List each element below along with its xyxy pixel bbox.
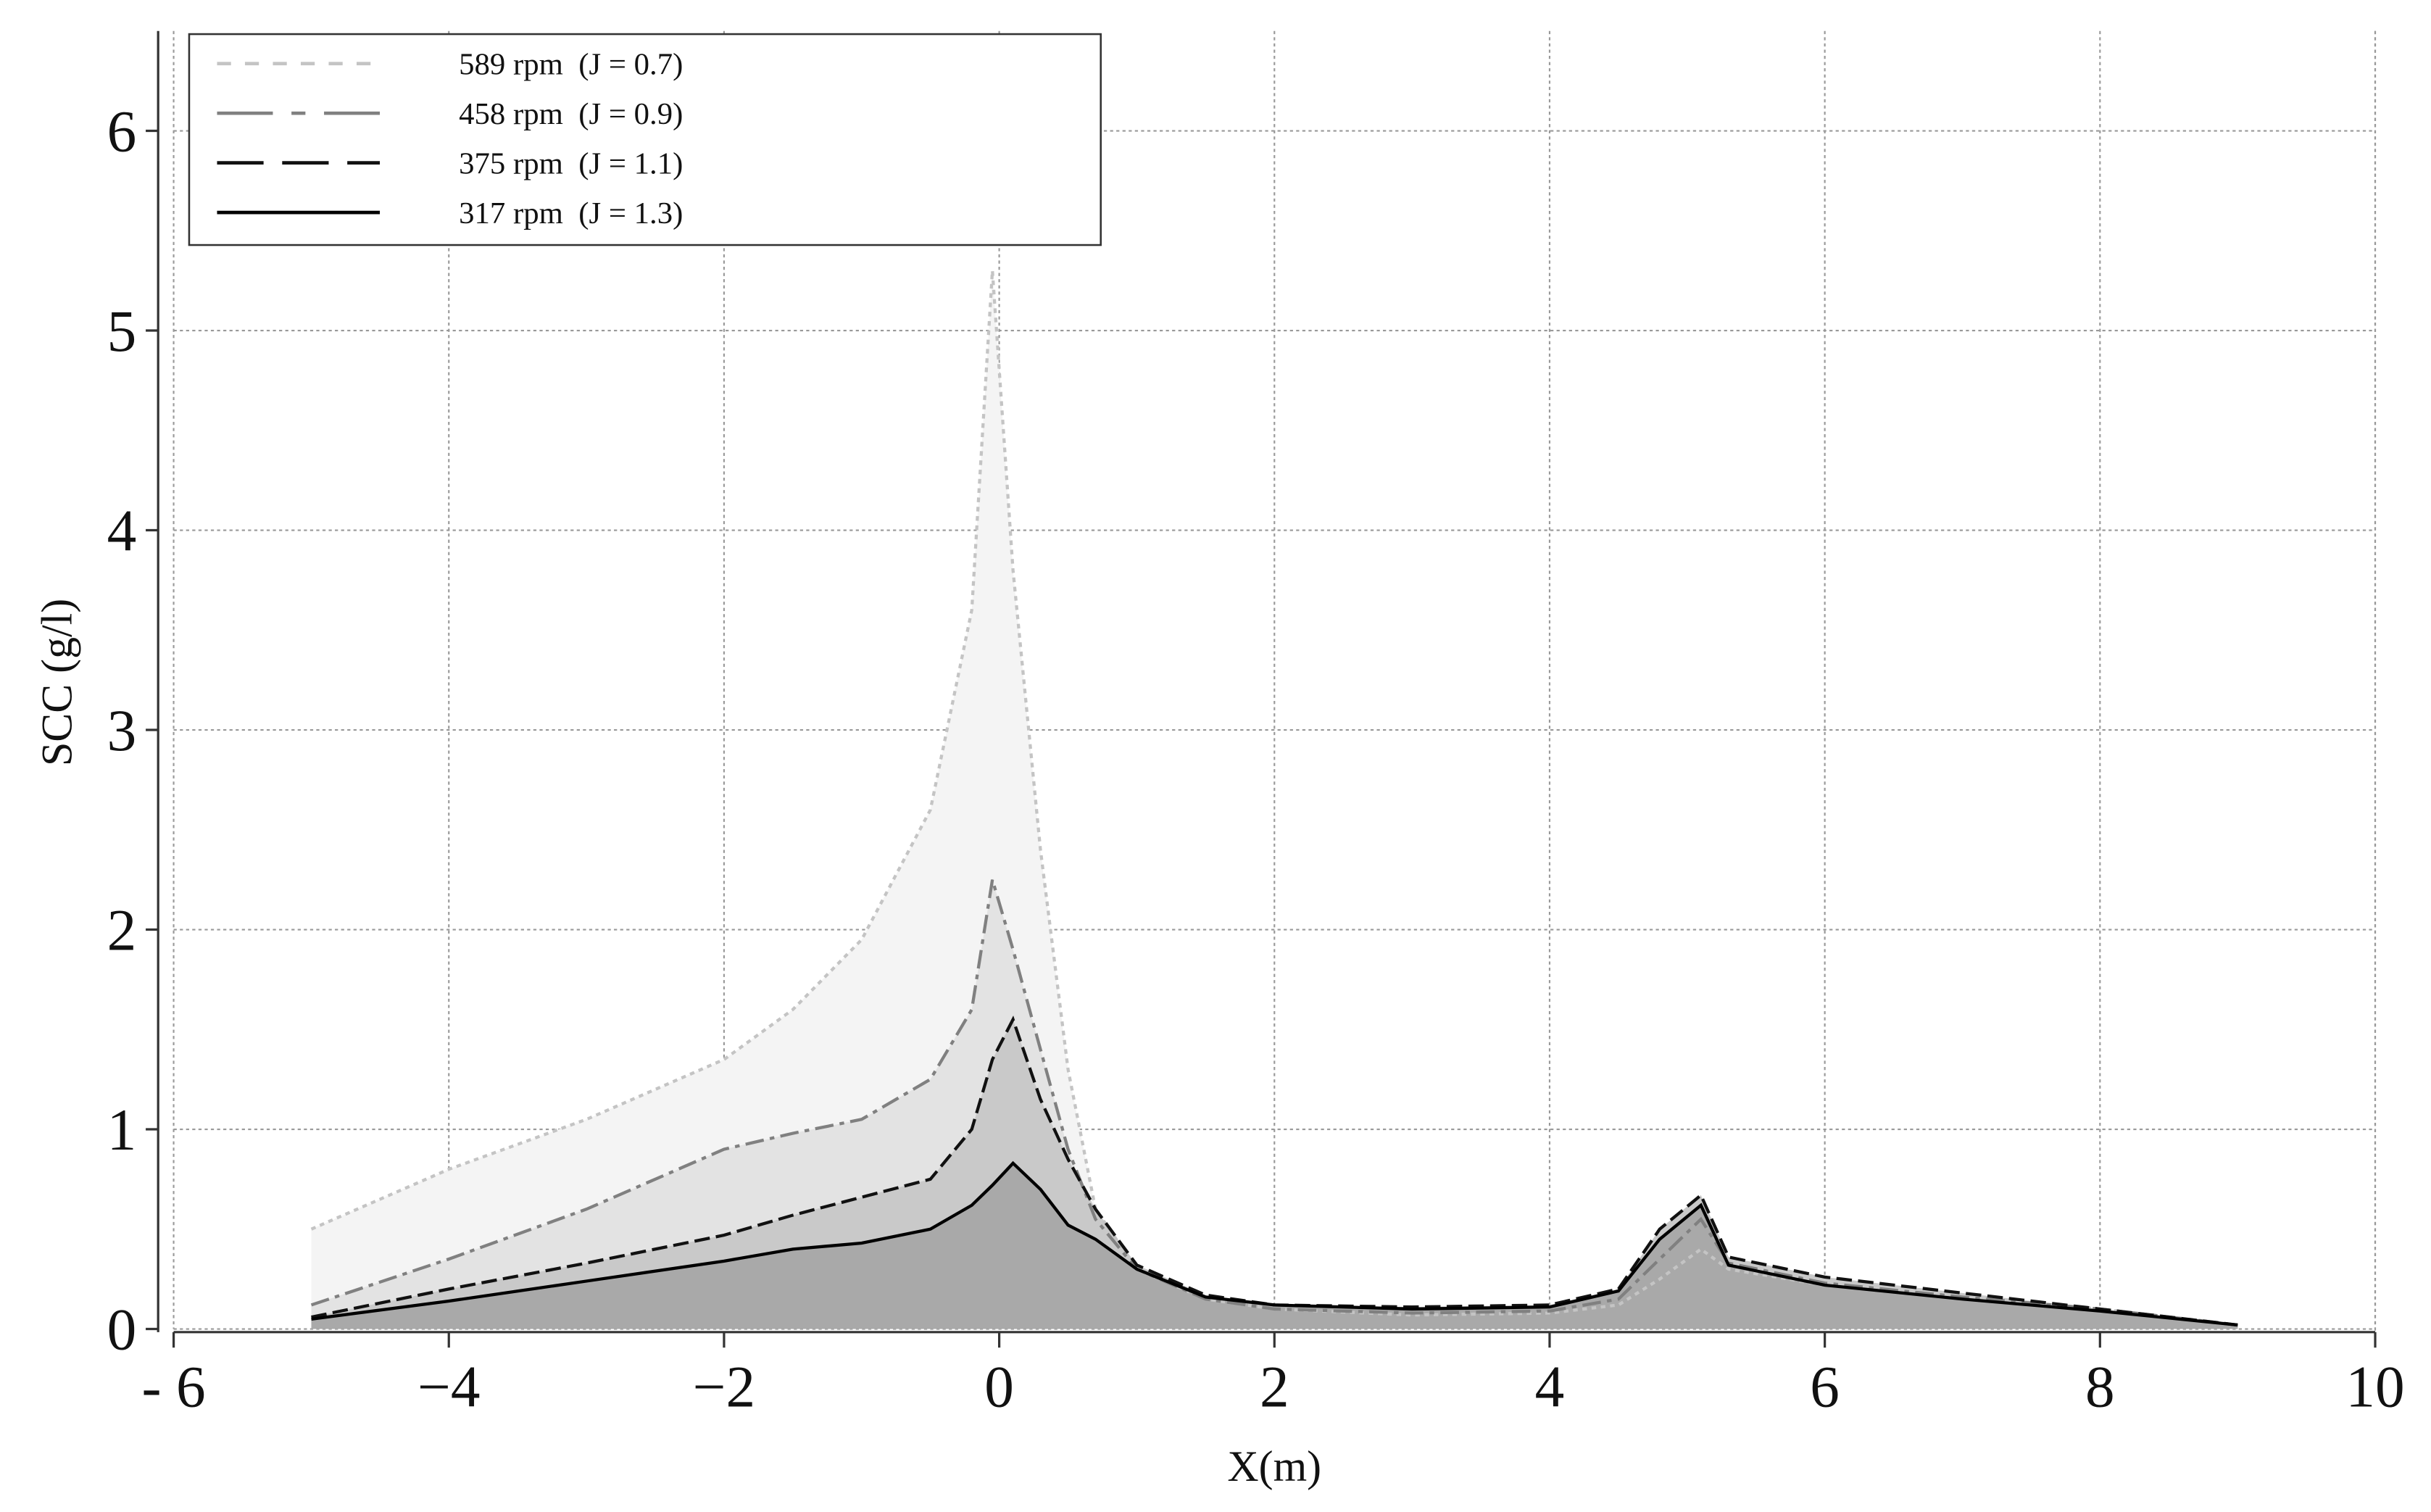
x-tick-label: 6 — [1810, 1355, 1840, 1420]
series-line — [310, 270, 2238, 1327]
series-line — [311, 1015, 2238, 1327]
legend-label: 317 rpm (J = 1.3) — [459, 196, 683, 230]
area-fill — [311, 1163, 2238, 1329]
y-tick-label: 6 — [107, 99, 137, 164]
x-tick-label: 10 — [2345, 1355, 2404, 1420]
x-tick-label: 0 — [984, 1355, 1014, 1420]
y-tick-label: 1 — [107, 1097, 137, 1163]
y-axis-label: SCC (g/l) — [33, 599, 80, 766]
x-tick-label: 8 — [2085, 1355, 2115, 1420]
y-tick-label: 2 — [107, 897, 137, 963]
legend: 589 rpm (J = 0.7) 458 rpm (J = 0.9) 375 rp… — [188, 33, 1102, 246]
x-tick-label: −4 — [417, 1355, 480, 1420]
x-tick-label: 2 — [1260, 1355, 1289, 1420]
y-tick-label: 5 — [107, 299, 137, 364]
y-tick-label: 4 — [107, 498, 137, 563]
x-tick-label: 4 — [1535, 1355, 1565, 1420]
x-axis-label: X(m) — [1227, 1442, 1321, 1490]
legend-label: 375 rpm (J = 1.1) — [459, 147, 683, 181]
legend-label: 458 rpm (J = 0.9) — [459, 97, 683, 131]
area-fill — [311, 270, 2238, 1329]
legend-box — [188, 33, 1102, 246]
y-tick-label: 3 — [107, 698, 137, 763]
x-tick-label: - 6 — [142, 1355, 206, 1420]
x-tick-label: −2 — [693, 1355, 755, 1420]
series-line — [311, 1160, 2238, 1327]
y-tick-label: 0 — [107, 1297, 137, 1362]
legend-label: 589 rpm (J = 0.7) — [459, 48, 683, 82]
